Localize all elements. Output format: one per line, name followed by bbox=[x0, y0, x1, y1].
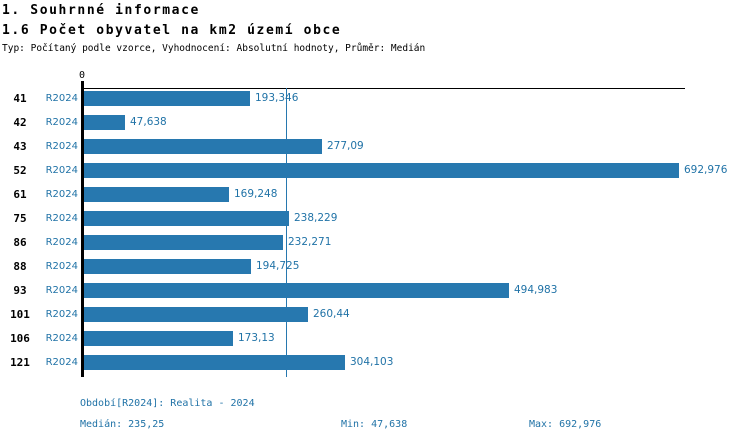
footer-period-label: Období[R2024]: Realita - 2024 bbox=[80, 398, 255, 409]
bar bbox=[84, 211, 289, 226]
row-category-label: 86 bbox=[13, 235, 27, 249]
row-category-label: 75 bbox=[13, 211, 27, 225]
row-series-label: R2024 bbox=[45, 308, 78, 320]
bar bbox=[84, 283, 509, 298]
page-title: 1. Souhrnné informace bbox=[2, 3, 200, 18]
bar bbox=[84, 163, 679, 178]
row-series-label: R2024 bbox=[45, 188, 78, 200]
row-series-label: R2024 bbox=[45, 212, 78, 224]
row-category-label: 88 bbox=[13, 259, 27, 273]
bar bbox=[84, 235, 283, 250]
footer-min-label: Min: 47,638 bbox=[341, 419, 408, 430]
chart-title: 1.6 Počet obyvatel na km2 území obce bbox=[2, 23, 342, 38]
footer-max-label: Max: 692,976 bbox=[529, 419, 602, 430]
bar bbox=[84, 115, 125, 130]
bar-value-label: 47,638 bbox=[130, 116, 167, 128]
bar-value-label: 260,44 bbox=[313, 308, 350, 320]
row-series-label: R2024 bbox=[45, 332, 78, 344]
bar-value-label: 494,983 bbox=[514, 284, 558, 296]
row-series-label: R2024 bbox=[45, 164, 78, 176]
row-category-label: 61 bbox=[13, 187, 27, 201]
row-category-label: 42 bbox=[13, 115, 27, 129]
bar-value-label: 692,976 bbox=[684, 164, 728, 176]
row-category-label: 101 bbox=[10, 307, 30, 321]
bar bbox=[84, 331, 233, 346]
row-series-label: R2024 bbox=[45, 260, 78, 272]
chart-subtitle: Typ: Počítaný podle vzorce, Vyhodnocení:… bbox=[2, 43, 426, 54]
bar bbox=[84, 187, 229, 202]
bar bbox=[84, 259, 251, 274]
bar bbox=[84, 307, 308, 322]
bar bbox=[84, 139, 322, 154]
row-series-label: R2024 bbox=[45, 284, 78, 296]
row-category-label: 106 bbox=[10, 331, 30, 345]
row-category-label: 43 bbox=[13, 139, 27, 153]
row-series-label: R2024 bbox=[45, 236, 78, 248]
row-category-label: 41 bbox=[13, 91, 27, 105]
y-axis-line bbox=[81, 81, 84, 377]
row-series-label: R2024 bbox=[45, 140, 78, 152]
bar-value-label: 173,13 bbox=[238, 332, 275, 344]
bar-value-label: 238,229 bbox=[294, 212, 338, 224]
bar-value-label: 169,248 bbox=[234, 188, 278, 200]
bar-value-label: 194,725 bbox=[256, 260, 300, 272]
bar-value-label: 193,346 bbox=[255, 92, 299, 104]
bar bbox=[84, 355, 345, 370]
x-axis-zero-label: 0 bbox=[78, 70, 86, 81]
row-series-label: R2024 bbox=[45, 92, 78, 104]
median-reference-line bbox=[286, 88, 287, 377]
row-category-label: 93 bbox=[13, 283, 27, 297]
row-series-label: R2024 bbox=[45, 356, 78, 368]
bar-value-label: 277,09 bbox=[327, 140, 364, 152]
bar-value-label: 232,271 bbox=[288, 236, 332, 248]
row-series-label: R2024 bbox=[45, 116, 78, 128]
row-category-label: 52 bbox=[13, 163, 27, 177]
x-axis-line bbox=[81, 88, 685, 89]
row-category-label: 121 bbox=[10, 355, 30, 369]
bar-value-label: 304,103 bbox=[350, 356, 394, 368]
footer-median-label: Medián: 235,25 bbox=[80, 419, 165, 430]
bar bbox=[84, 91, 250, 106]
